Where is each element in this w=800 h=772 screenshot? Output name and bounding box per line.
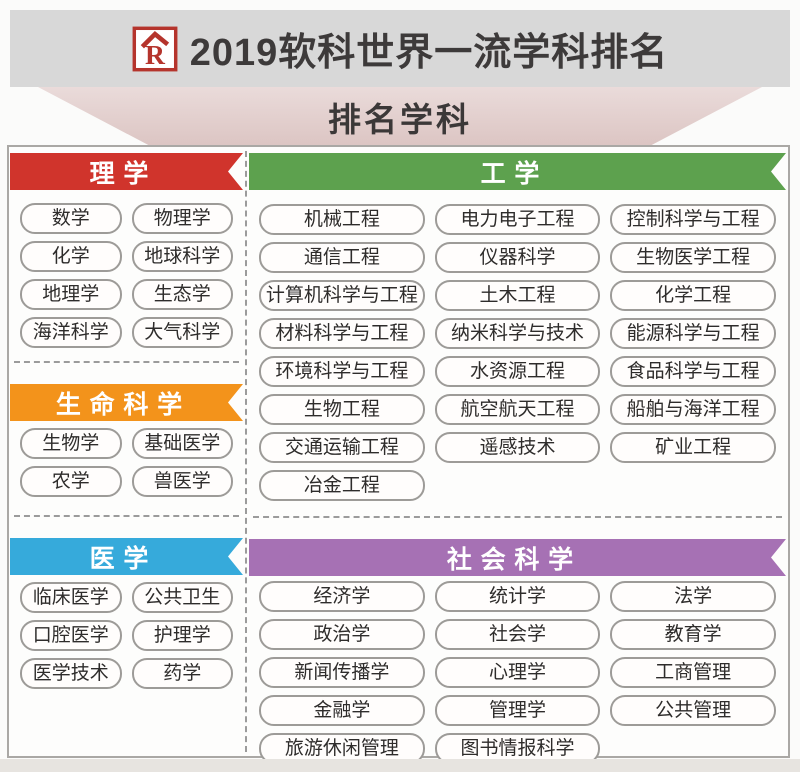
subject-pill: 生物工程 <box>259 394 425 425</box>
content-frame: 理学 数学 物理学 化学 地球科学 地理学 生态学 海洋科学 大气科学 生命科学 生物学 基础医… <box>7 145 790 764</box>
subject-pill: 计算机科学与工程 <box>259 280 425 311</box>
subject-pill: 电力电子工程 <box>434 204 601 235</box>
subject-pill: 仪器科学 <box>434 242 601 273</box>
section-divider <box>253 516 782 518</box>
subject-pill: 图书情报科学 <box>434 733 601 764</box>
subject-pill: 旅游休闲管理 <box>259 733 425 764</box>
subject-pill: 控制科学与工程 <box>610 204 776 235</box>
subject-pill: 生物学 <box>20 428 122 459</box>
ruanke-logo-icon: R <box>132 26 178 71</box>
column-divider <box>245 151 247 752</box>
subject-pill: 地理学 <box>20 279 122 310</box>
subject-pill: 统计学 <box>434 581 601 612</box>
left-column: 理学 数学 物理学 化学 地球科学 地理学 生态学 海洋科学 大气科学 生命科学 生物学 基础医… <box>10 147 243 689</box>
subject-pill: 食品科学与工程 <box>610 356 776 387</box>
subject-pill: 纳米科学与技术 <box>434 318 601 349</box>
subject-pill: 船舶与海洋工程 <box>610 394 776 425</box>
subject-pill: 口腔医学 <box>20 620 122 651</box>
section-label: 理学 <box>89 159 158 188</box>
subject-pill: 大气科学 <box>131 317 233 348</box>
subject-pill: 心理学 <box>434 657 601 688</box>
subject-pill: 经济学 <box>259 581 425 612</box>
subject-pill: 政治学 <box>259 619 425 650</box>
subject-pill: 土木工程 <box>434 280 601 311</box>
medicine-subject-list: 临床医学 公共卫生 口腔医学 护理学 医学技术 药学 <box>20 582 233 689</box>
page-title: 2019软科世界一流学科排名 <box>189 32 669 74</box>
subject-pill: 金融学 <box>259 695 425 726</box>
section-header-life-sciences: 生命科学 <box>10 384 243 421</box>
subject-pill: 数学 <box>20 203 122 234</box>
right-column: 工学 机械工程 电力电子工程 控制科学与工程通信工程 仪器科学 生物医学工程计算机科学与… <box>249 147 786 764</box>
subject-pill: 公共卫生 <box>131 582 233 613</box>
bottom-strip <box>0 759 800 772</box>
subject-pill: 工商管理 <box>610 657 776 688</box>
section-label: 医学 <box>89 544 158 573</box>
subject-pill: 化学工程 <box>610 280 776 311</box>
engineering-subject-list: 机械工程 电力电子工程 控制科学与工程通信工程 仪器科学 生物医学工程计算机科学与工程土… <box>259 204 776 501</box>
section-label: 社会科学 <box>446 545 582 574</box>
subject-pill: 材料科学与工程 <box>259 318 425 349</box>
subject-pill: 通信工程 <box>259 242 425 273</box>
subject-pill: 药学 <box>131 658 233 689</box>
subject-pill: 水资源工程 <box>434 356 601 387</box>
subject-pill: 生态学 <box>131 279 233 310</box>
section-header-engineering: 工学 <box>249 153 786 190</box>
subject-pill: 环境科学与工程 <box>259 356 425 387</box>
svg-text:R: R <box>145 38 166 69</box>
science-subject-list: 数学 物理学 化学 地球科学 地理学 生态学 海洋科学 大气科学 <box>20 203 233 348</box>
section-header-science: 理学 <box>10 153 243 190</box>
subject-pill: 地球科学 <box>131 241 233 272</box>
subject-pill: 管理学 <box>434 695 601 726</box>
subject-pill: 护理学 <box>131 620 233 651</box>
section-divider <box>14 515 239 517</box>
subject-pill: 交通运输工程 <box>259 432 425 463</box>
section-header-social-sciences: 社会科学 <box>249 539 786 576</box>
subject-pill: 社会学 <box>434 619 601 650</box>
subject-pill: 临床医学 <box>20 582 122 613</box>
section-label: 生命科学 <box>55 390 191 419</box>
subject-pill: 医学技术 <box>20 658 122 689</box>
subject-pill: 能源科学与工程 <box>610 318 776 349</box>
subject-pill: 物理学 <box>131 203 233 234</box>
subject-pill: 新闻传播学 <box>259 657 425 688</box>
subject-pill: 机械工程 <box>259 204 425 235</box>
subject-pill: 化学 <box>20 241 122 272</box>
subject-pill: 公共管理 <box>610 695 776 726</box>
life-sciences-subject-list: 生物学 基础医学 农学 兽医学 <box>20 428 233 497</box>
subject-pill: 教育学 <box>610 619 776 650</box>
subject-pill: 遥感技术 <box>434 432 601 463</box>
subject-pill: 海洋科学 <box>20 317 122 348</box>
section-header-medicine: 医学 <box>10 538 243 575</box>
subject-pill: 生物医学工程 <box>610 242 776 273</box>
subtitle-banner: 排名学科 <box>38 87 762 146</box>
subtitle-text: 排名学科 <box>328 100 472 138</box>
section-label: 工学 <box>480 159 549 188</box>
subject-pill: 基础医学 <box>131 428 233 459</box>
subject-pill: 矿业工程 <box>610 432 776 463</box>
subject-pill: 航空航天工程 <box>434 394 601 425</box>
subject-pill: 兽医学 <box>131 466 233 497</box>
subject-pill: 冶金工程 <box>259 470 425 501</box>
title-banner: R 2019软科世界一流学科排名 <box>10 10 790 87</box>
subject-pill: 法学 <box>610 581 776 612</box>
subject-pill: 农学 <box>20 466 122 497</box>
section-divider <box>14 361 239 363</box>
social-sciences-subject-list: 经济学 统计学 法学政治学 社会学 教育学新闻传播学 心理学 工商管理金融学 管理学 公共管理旅… <box>259 581 776 764</box>
